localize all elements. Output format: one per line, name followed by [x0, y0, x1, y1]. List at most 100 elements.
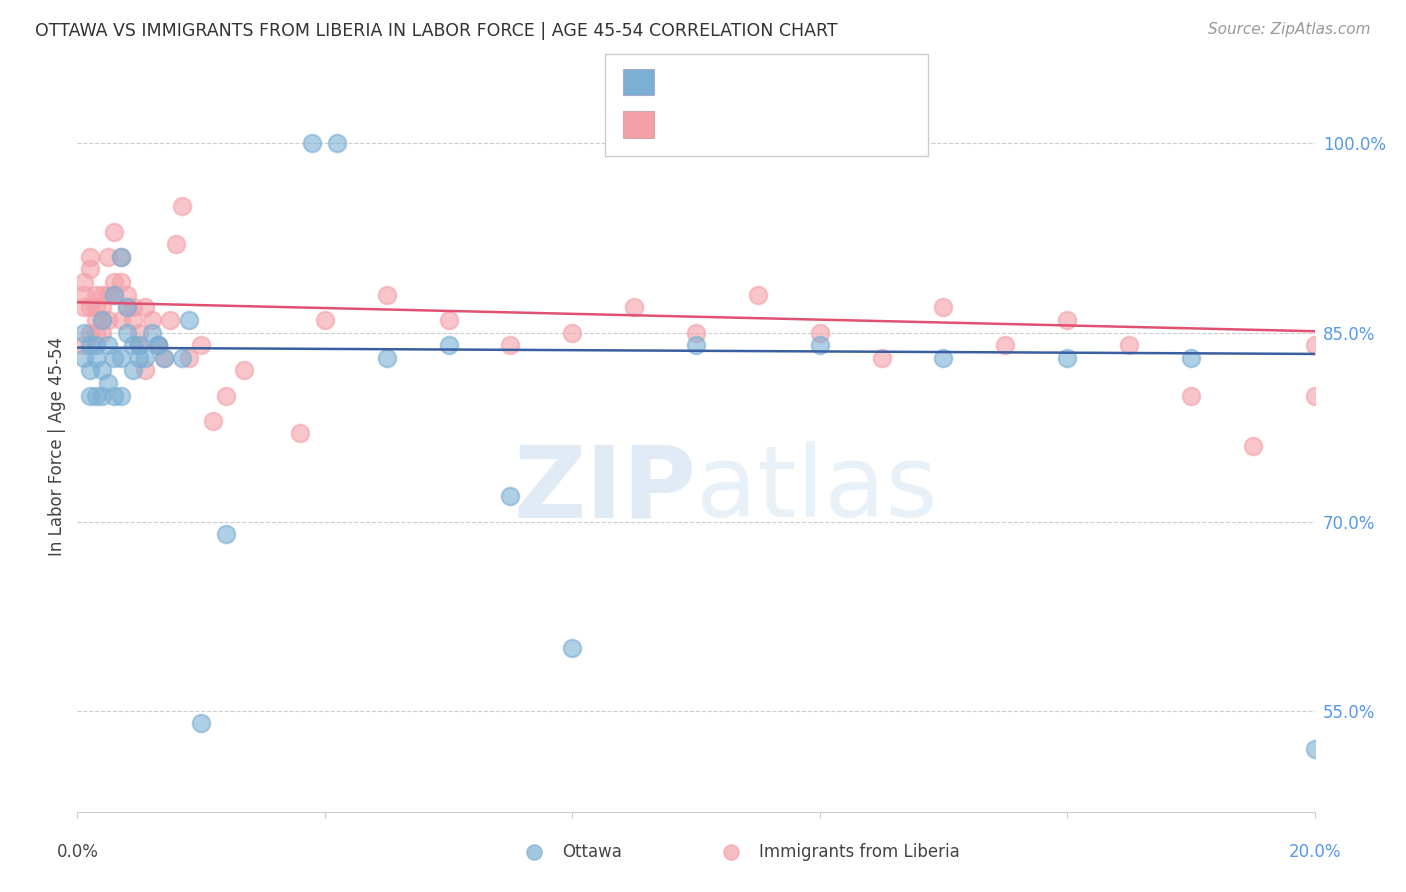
Point	[110, 250, 132, 264]
Point	[141, 326, 163, 340]
Point	[202, 414, 225, 428]
Point	[146, 338, 169, 352]
Point	[288, 426, 311, 441]
Text: Immigrants from Liberia: Immigrants from Liberia	[759, 843, 960, 861]
Point	[1056, 351, 1078, 365]
Point	[215, 388, 238, 402]
Point	[172, 199, 194, 213]
Point	[97, 376, 120, 390]
Point	[91, 300, 114, 314]
Point	[1303, 741, 1326, 756]
Point	[1180, 388, 1202, 402]
Point	[79, 388, 101, 402]
Point	[1303, 388, 1326, 402]
Point	[190, 338, 212, 352]
Text: atlas: atlas	[696, 442, 938, 539]
Point	[233, 363, 256, 377]
Point	[91, 287, 114, 301]
Point	[499, 490, 522, 504]
Point	[84, 287, 107, 301]
Point	[103, 351, 125, 365]
Point	[72, 300, 94, 314]
Point	[1180, 351, 1202, 365]
Point	[301, 136, 323, 151]
Point	[128, 338, 150, 352]
Point	[84, 338, 107, 352]
Point	[314, 313, 336, 327]
Point	[1118, 338, 1140, 352]
Text: 20.0%: 20.0%	[1288, 843, 1341, 862]
Point	[932, 351, 955, 365]
Point	[72, 287, 94, 301]
Point	[91, 388, 114, 402]
Point	[79, 338, 101, 352]
Point	[437, 338, 460, 352]
Text: R =  -0.114    N = 63: R = -0.114 N = 63	[662, 115, 866, 133]
Point	[808, 326, 831, 340]
Text: ZIP: ZIP	[513, 442, 696, 539]
Point	[326, 136, 349, 151]
Point	[190, 716, 212, 731]
Point	[159, 313, 181, 327]
Y-axis label: In Labor Force | Age 45-54: In Labor Force | Age 45-54	[48, 336, 66, 556]
Point	[115, 300, 138, 314]
Point	[685, 326, 707, 340]
Point	[153, 351, 176, 365]
Point	[134, 351, 156, 365]
Point	[79, 262, 101, 277]
Point	[375, 287, 398, 301]
Point	[91, 326, 114, 340]
Point	[122, 363, 145, 377]
Point	[84, 300, 107, 314]
Point	[128, 326, 150, 340]
Point	[685, 338, 707, 352]
Point	[1303, 338, 1326, 352]
Point	[165, 237, 187, 252]
Point	[79, 326, 101, 340]
Point	[994, 338, 1017, 352]
Point	[153, 351, 176, 365]
Point	[870, 351, 893, 365]
Point	[84, 388, 107, 402]
Point	[72, 351, 94, 365]
Point	[122, 300, 145, 314]
Point	[97, 287, 120, 301]
Point	[172, 351, 194, 365]
Point	[115, 326, 138, 340]
Point	[110, 351, 132, 365]
Point	[499, 338, 522, 352]
Point	[110, 388, 132, 402]
Point	[79, 250, 101, 264]
Point	[84, 313, 107, 327]
Point	[91, 313, 114, 327]
Point	[110, 250, 132, 264]
Text: Ottawa: Ottawa	[562, 843, 623, 861]
Point	[84, 326, 107, 340]
Point	[808, 338, 831, 352]
Point	[177, 351, 200, 365]
Point	[72, 326, 94, 340]
Point	[84, 351, 107, 365]
Point	[72, 275, 94, 289]
Point	[110, 313, 132, 327]
Point	[115, 300, 138, 314]
Point	[103, 275, 125, 289]
Point	[932, 300, 955, 314]
Point	[72, 338, 94, 352]
Point	[177, 313, 200, 327]
Point	[561, 640, 583, 655]
Point	[146, 338, 169, 352]
Point	[128, 351, 150, 365]
Point	[79, 300, 101, 314]
Point	[97, 250, 120, 264]
Text: Source: ZipAtlas.com: Source: ZipAtlas.com	[1208, 22, 1371, 37]
Point	[103, 287, 125, 301]
Text: 0.0%: 0.0%	[56, 843, 98, 862]
Point	[215, 527, 238, 541]
Point	[110, 275, 132, 289]
Point	[97, 313, 120, 327]
Point	[747, 287, 769, 301]
Point	[375, 351, 398, 365]
Point	[91, 313, 114, 327]
Text: OTTAWA VS IMMIGRANTS FROM LIBERIA IN LABOR FORCE | AGE 45-54 CORRELATION CHART: OTTAWA VS IMMIGRANTS FROM LIBERIA IN LAB…	[35, 22, 838, 40]
